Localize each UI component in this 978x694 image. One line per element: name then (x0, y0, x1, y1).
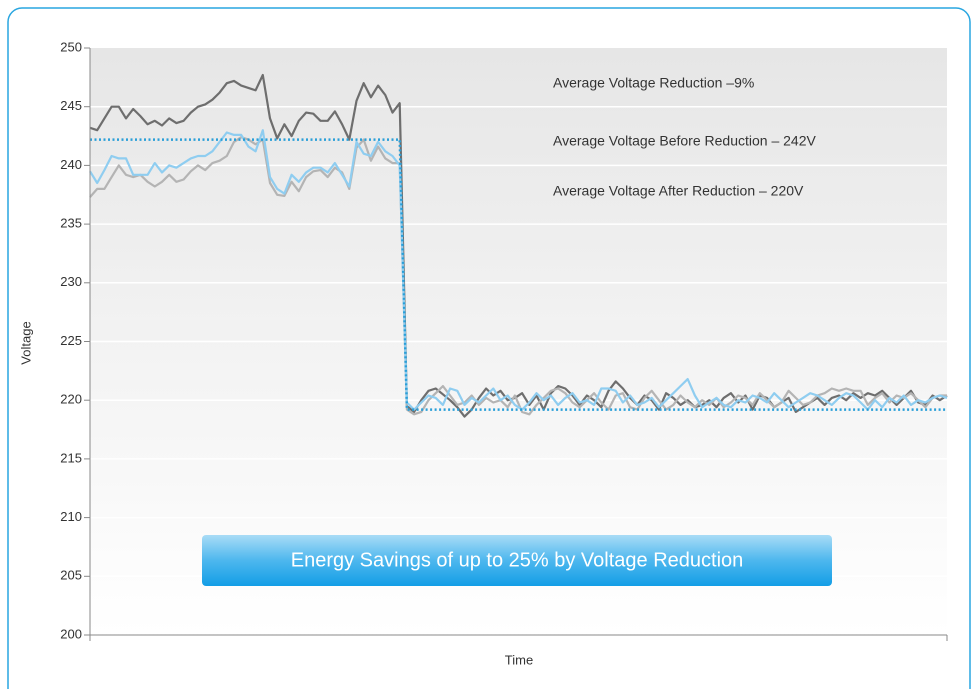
y-tick-label: 250 (60, 39, 82, 54)
annotation: Average Voltage Before Reduction – 242V (553, 133, 816, 149)
series-line (89, 129, 948, 411)
annotation: Average Voltage Reduction –9% (553, 75, 754, 91)
y-tick-label: 200 (60, 626, 82, 641)
x-axis-title: Time (505, 652, 533, 667)
y-tick-label: 220 (60, 392, 82, 407)
annotation: Average Voltage After Reduction – 220V (553, 183, 804, 199)
y-axis-title: Voltage (18, 321, 33, 364)
y-tick-label: 225 (60, 333, 82, 348)
banner-text: Energy Savings of up to 25% by Voltage R… (291, 549, 744, 571)
y-tick-label: 240 (60, 157, 82, 172)
series-line (89, 73, 948, 418)
series-line (89, 136, 947, 416)
y-tick-label: 230 (60, 274, 82, 289)
banner (202, 535, 832, 586)
y-tick-label: 235 (60, 216, 82, 231)
series-line (90, 138, 947, 411)
y-tick-label: 245 (60, 98, 82, 113)
y-tick-label: 205 (60, 568, 82, 583)
y-tick-label: 210 (60, 509, 82, 524)
y-tick-label: 215 (60, 450, 82, 465)
